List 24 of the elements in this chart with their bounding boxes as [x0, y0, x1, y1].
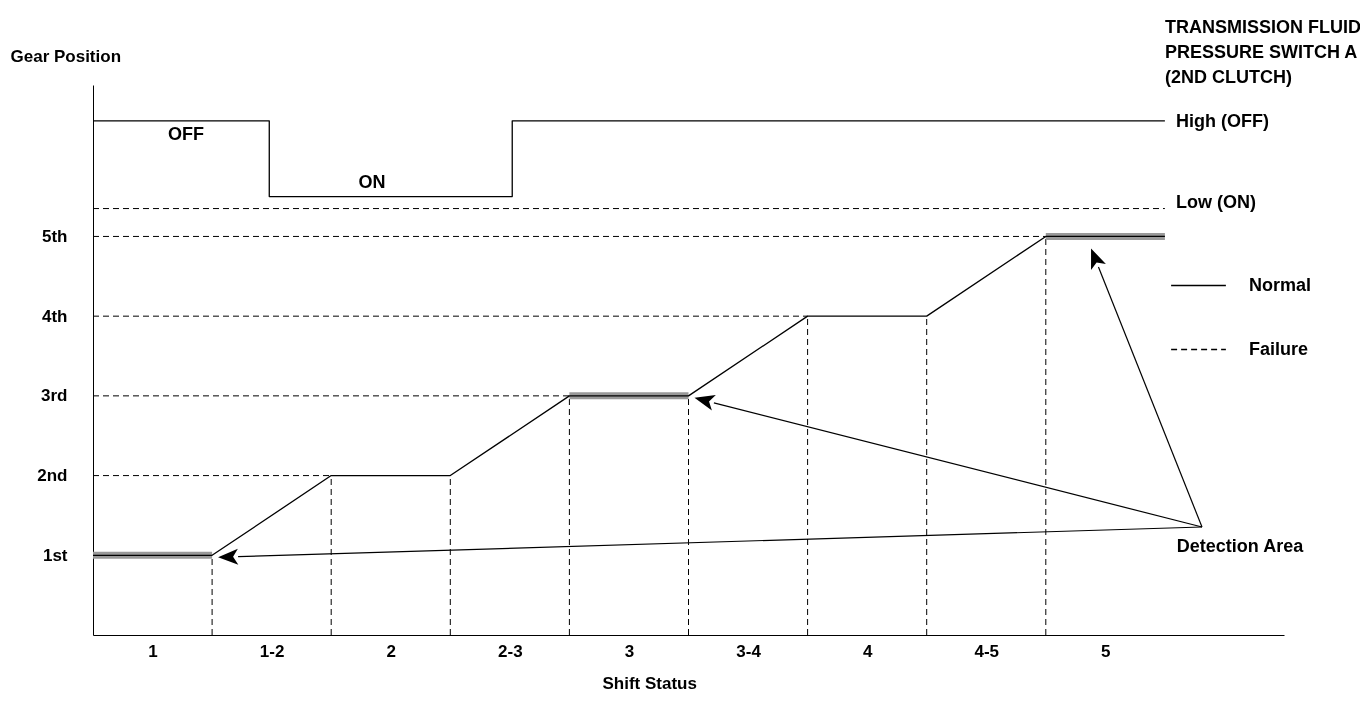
legend-label: Normal — [1249, 274, 1312, 295]
y-tick-label: 1st — [42, 545, 68, 565]
annotation: High (OFF) — [1176, 111, 1269, 131]
annotation: ON — [358, 172, 386, 192]
x-tick-label: 2 — [386, 641, 396, 661]
y-tick-label: 5th — [42, 226, 68, 246]
x-tick-label: 4 — [862, 641, 873, 661]
y-tick-label: 4th — [42, 306, 68, 326]
x-axis-title: Shift Status — [602, 673, 697, 693]
annotation: Detection Area — [1176, 536, 1305, 556]
x-tick-label: 2-3 — [498, 641, 523, 661]
x-tick-label: 1 — [148, 641, 158, 661]
x-tick-label: 1-2 — [259, 641, 285, 661]
x-tick-label: 3-4 — [736, 641, 762, 661]
y-tick-label: 2nd — [37, 466, 68, 486]
x-tick-label: 4-5 — [974, 641, 1000, 661]
x-tick-label: 5 — [1101, 641, 1111, 661]
annotation: TRANSMISSION FLUID PRESSURE SWITCH A (2ND CLUTCH) — [1165, 17, 1360, 87]
annotation: Low (ON) — [1176, 192, 1256, 212]
y-axis-title: Gear Position — [10, 46, 122, 66]
legend-label: Failure — [1249, 338, 1309, 359]
x-tick-label: 3 — [624, 641, 635, 661]
annotation: OFF — [168, 124, 204, 144]
y-tick-label: 3rd — [41, 386, 68, 406]
